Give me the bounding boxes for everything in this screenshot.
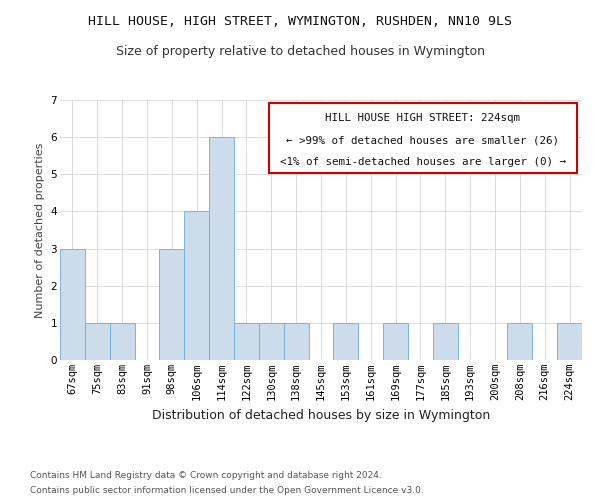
Text: Contains HM Land Registry data © Crown copyright and database right 2024.: Contains HM Land Registry data © Crown c… [30, 471, 382, 480]
Bar [160, 248, 184, 360]
Bar [184, 212, 209, 360]
Bar [110, 323, 134, 360]
Bar [334, 323, 358, 360]
Bar [557, 323, 582, 360]
Bar [383, 323, 408, 360]
Bar [284, 323, 308, 360]
Bar [433, 323, 458, 360]
Text: ← >99% of detached houses are smaller (26): ← >99% of detached houses are smaller (2… [286, 135, 559, 145]
Text: <1% of semi-detached houses are larger (0) →: <1% of semi-detached houses are larger (… [280, 157, 566, 167]
Bar [259, 323, 284, 360]
Bar [508, 323, 532, 360]
X-axis label: Distribution of detached houses by size in Wymington: Distribution of detached houses by size … [152, 408, 490, 422]
Bar [85, 323, 110, 360]
Text: Contains public sector information licensed under the Open Government Licence v3: Contains public sector information licen… [30, 486, 424, 495]
Text: Size of property relative to detached houses in Wymington: Size of property relative to detached ho… [115, 45, 485, 58]
Y-axis label: Number of detached properties: Number of detached properties [35, 142, 45, 318]
FancyBboxPatch shape [269, 102, 577, 173]
Text: HILL HOUSE, HIGH STREET, WYMINGTON, RUSHDEN, NN10 9LS: HILL HOUSE, HIGH STREET, WYMINGTON, RUSH… [88, 15, 512, 28]
Bar [234, 323, 259, 360]
Bar [209, 137, 234, 360]
Bar [60, 248, 85, 360]
Text: HILL HOUSE HIGH STREET: 224sqm: HILL HOUSE HIGH STREET: 224sqm [325, 113, 520, 123]
